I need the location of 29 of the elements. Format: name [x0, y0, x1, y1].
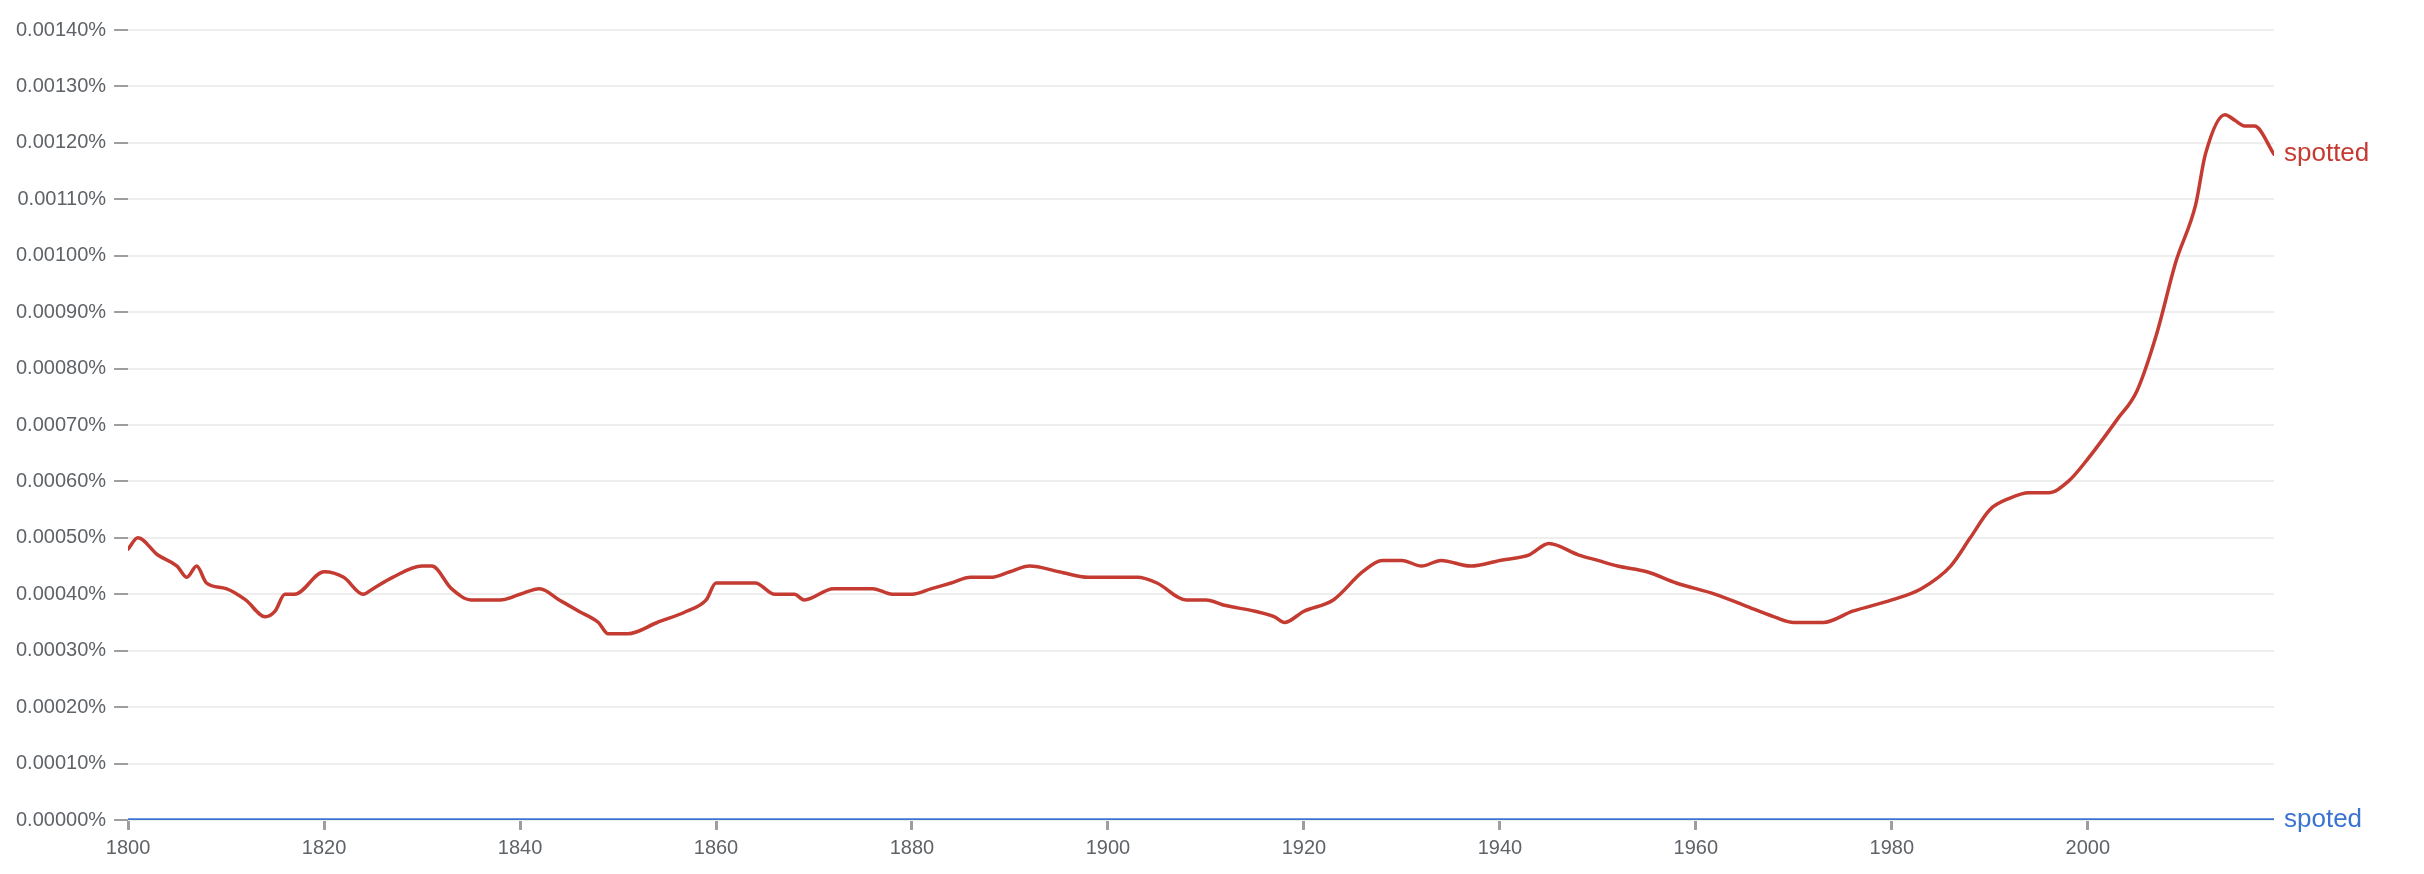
y-tick-label: 0.00110% — [17, 186, 107, 209]
y-tick-label: 0.00060% — [16, 468, 107, 491]
x-tick-label: 1840 — [497, 835, 543, 858]
y-tick-label: 0.00100% — [16, 243, 107, 266]
y-tick-label: 0.00030% — [16, 638, 107, 661]
x-tick-label: 1900 — [1085, 835, 1131, 858]
line-series — [128, 112, 2274, 636]
x-tick-label: 1880 — [889, 835, 935, 858]
x-tick-label: 1980 — [1869, 835, 1915, 858]
y-tick-label: 0.00070% — [16, 412, 107, 435]
y-tick-label: 0.00040% — [16, 581, 107, 604]
x-tick-label: 1920 — [1281, 835, 1327, 858]
y-tick-label: 0.00140% — [16, 17, 107, 40]
y-tick-label: 0.00020% — [16, 694, 107, 717]
x-tick-label: 1960 — [1673, 835, 1719, 858]
x-tick-label: 1860 — [693, 835, 739, 858]
series-label: spoted — [2284, 803, 2363, 834]
y-tick-label: 0.00120% — [16, 130, 107, 153]
y-tick-label: 0.00000% — [16, 807, 107, 830]
y-tick-label: 0.00130% — [16, 73, 107, 96]
x-tick-label: 2000 — [2065, 835, 2111, 858]
x-tick-label: 1800 — [105, 835, 151, 858]
x-tick-label: 1940 — [1477, 835, 1523, 858]
y-tick-label: 0.00010% — [16, 751, 107, 774]
x-tick-label: 1820 — [301, 835, 347, 858]
y-tick-label: 0.00090% — [16, 299, 107, 322]
y-tick-label: 0.00080% — [16, 356, 107, 379]
y-tick-label: 0.00050% — [16, 525, 107, 548]
series-label: spotted — [2284, 137, 2370, 168]
